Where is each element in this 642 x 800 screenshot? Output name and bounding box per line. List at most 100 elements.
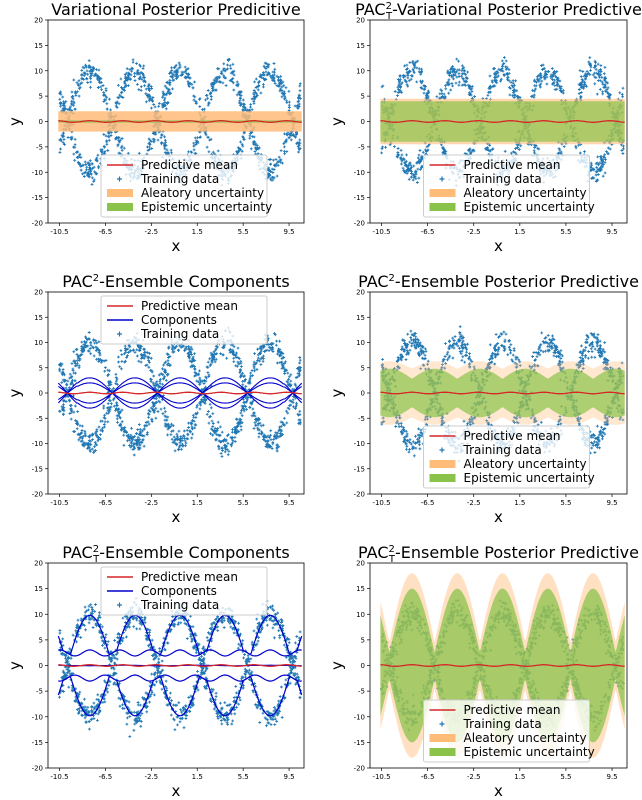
y-tick-label: 15: [34, 585, 43, 593]
chart-title: PAC2 T-Ensemble Posterior Predictive: [358, 543, 639, 565]
x-tick-label: 5.5: [560, 228, 571, 236]
y-tick-label: -5: [36, 143, 43, 151]
legend-label: Predictive mean: [141, 570, 238, 584]
y-tick-label: 5: [361, 636, 365, 644]
y-tick-label: 0: [361, 390, 365, 398]
predictive-mean-line: [380, 120, 625, 123]
y-tick-label: -20: [32, 220, 43, 228]
y-tick-label: -20: [354, 220, 365, 228]
legend-label: Training data: [463, 172, 542, 186]
y-tick-label: -15: [32, 739, 43, 747]
chart-title: PAC2-Ensemble Posterior Predictive: [358, 272, 639, 291]
x-axis-label: x: [172, 237, 181, 255]
y-tick-label: 5: [39, 636, 43, 644]
legend-epistemic-swatch: [429, 474, 456, 482]
x-tick-label: -10.5: [372, 228, 390, 236]
legend-training-swatch: [439, 176, 445, 182]
x-tick-label: -2.5: [144, 499, 158, 507]
x-tick-label: 1.5: [192, 773, 203, 781]
y-tick-label: -5: [358, 688, 365, 696]
y-tick-label: 10: [356, 611, 365, 619]
x-tick-label: -2.5: [144, 228, 158, 236]
legend-aleatory-swatch: [429, 460, 456, 468]
component-line: [57, 377, 303, 394]
chart-panel-3: -10.5 -6.5 -2.5 1.5 5.5 9.5 20 15 10 5 0 -5 -10 -15 -2…: [6, 272, 305, 526]
x-tick-label: 1.5: [192, 228, 203, 236]
y-tick-label: 0: [39, 390, 43, 398]
x-tick-label: -2.5: [467, 499, 481, 507]
x-tick-label: -2.5: [467, 228, 481, 236]
x-tick-label: -2.5: [467, 773, 481, 781]
chart-panel-1: -10.5 -6.5 -2.5 1.5 5.5 9.5 20 15 10 5 0 -5 -10 -15 -2…: [6, 0, 305, 255]
legend-epistemic-swatch: [429, 748, 456, 756]
y-tick-label: -5: [358, 143, 365, 151]
x-tick-label: -2.5: [144, 773, 158, 781]
x-tick-label: -6.5: [99, 773, 113, 781]
x-tick-label: -6.5: [421, 499, 435, 507]
legend-label: Predictive mean: [464, 429, 561, 443]
y-axis-label: y: [6, 388, 24, 397]
y-tick-label: 0: [361, 662, 365, 670]
y-tick-label: 15: [356, 42, 365, 50]
y-tick-label: 5: [361, 93, 365, 101]
x-axis-label: x: [494, 237, 503, 255]
x-tick-label: 9.5: [284, 773, 295, 781]
chart-title: PAC2 T-Ensemble Components: [62, 543, 290, 565]
x-tick-label: 9.5: [606, 773, 617, 781]
x-tick-label: 9.5: [284, 228, 295, 236]
legend-label: Aleatory uncertainty: [464, 457, 587, 471]
component-line: [57, 392, 303, 409]
y-tick-label: 10: [356, 67, 365, 75]
legend-label: Epistemic uncertainty: [464, 745, 595, 759]
x-tick-label: -6.5: [99, 228, 113, 236]
y-tick-label: -10: [354, 169, 365, 177]
x-tick-label: 5.5: [560, 499, 571, 507]
y-tick-label: 10: [34, 67, 43, 75]
chart-panel-4: -10.5 -6.5 -2.5 1.5 5.5 9.5 20 15 10 5 0 -5 -10 -15 -2…: [328, 272, 639, 526]
legend-aleatory-swatch: [107, 189, 133, 197]
y-tick-label: 20: [34, 17, 43, 25]
plot-area: [58, 57, 302, 187]
y-tick-label: 20: [34, 560, 43, 568]
legend-training-swatch: [439, 721, 445, 727]
x-tick-label: -10.5: [50, 499, 68, 507]
y-tick-label: 20: [34, 289, 43, 297]
y-tick-label: 20: [356, 17, 365, 25]
y-tick-label: 10: [34, 339, 43, 347]
legend-box: [423, 699, 590, 763]
x-tick-label: 1.5: [514, 499, 525, 507]
predictive-mean-line: [380, 664, 625, 667]
y-tick-label: 10: [356, 339, 365, 347]
legend-aleatory-swatch: [429, 189, 456, 197]
legend-label: Predictive mean: [141, 158, 238, 172]
y-tick-label: 15: [356, 585, 365, 593]
legend-training-swatch: [439, 447, 445, 453]
x-tick-label: -6.5: [99, 499, 113, 507]
x-tick-label: 1.5: [192, 499, 203, 507]
legend-label: Aleatory uncertainty: [464, 186, 587, 200]
legend-label: Training data: [463, 443, 542, 457]
component-line: [58, 674, 302, 717]
x-tick-label: -10.5: [50, 228, 68, 236]
legend-label: Training data: [140, 327, 219, 341]
x-tick-label: 9.5: [284, 499, 295, 507]
legend-label: Epistemic uncertainty: [464, 200, 595, 214]
y-tick-label: 20: [356, 289, 365, 297]
x-tick-label: -10.5: [372, 499, 390, 507]
x-axis-label: x: [494, 508, 503, 526]
y-axis-label: y: [6, 661, 24, 670]
legend-training-swatch: [117, 176, 122, 182]
legend-box: [100, 566, 268, 616]
x-tick-label: 1.5: [514, 228, 525, 236]
legend-label: Epistemic uncertainty: [464, 471, 595, 485]
chart-panel-2: -10.5 -6.5 -2.5 1.5 5.5 9.5 20 15 10 5 0 -5 -10 -15 -2…: [328, 0, 642, 255]
y-tick-label: 15: [356, 314, 365, 322]
x-tick-label: -10.5: [50, 773, 68, 781]
legend-training-swatch: [117, 602, 122, 608]
y-tick-label: -10: [32, 440, 43, 448]
y-axis-label: y: [6, 117, 24, 126]
y-tick-label: -20: [354, 765, 365, 773]
